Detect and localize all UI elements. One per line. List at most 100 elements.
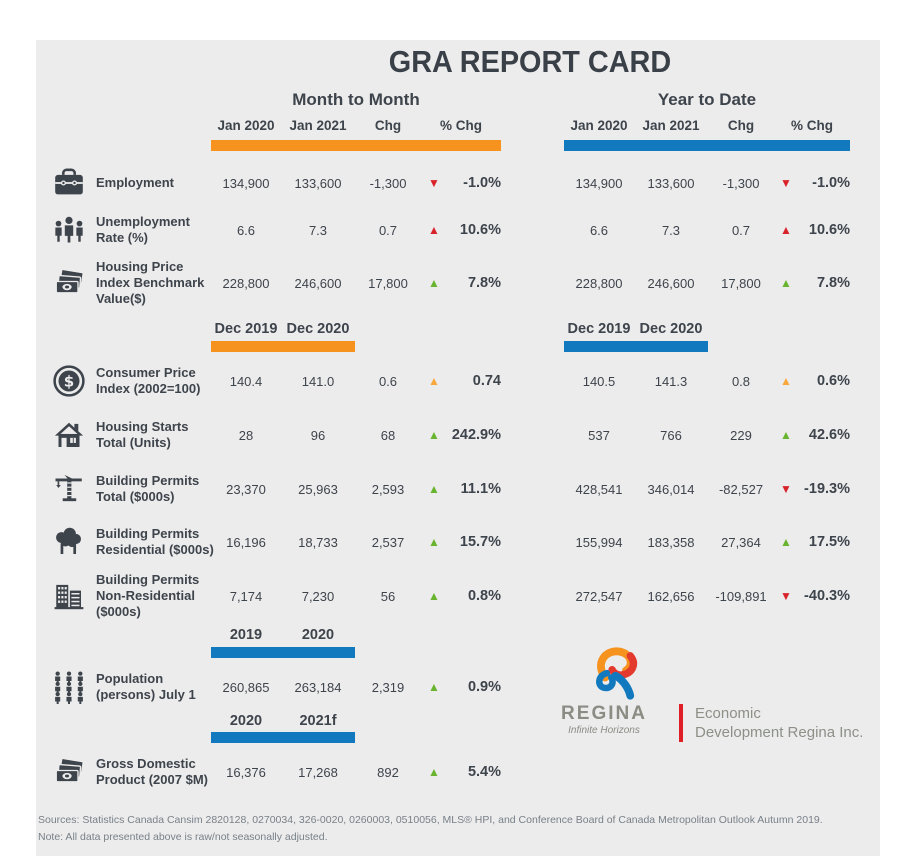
mtm-value-2: 263,184 — [294, 679, 342, 695]
mtm-change: 2,537 — [371, 534, 405, 550]
mtm-pct-change: 7.8% — [467, 275, 501, 291]
mtm-value-1: 7,174 — [229, 588, 263, 604]
row-label: Building Permits Total ($000s) — [96, 473, 200, 504]
mtm-pct-change: 0.8% — [467, 588, 501, 604]
mtm-value-2: 133,600 — [294, 175, 342, 191]
col-header: % Chg — [440, 117, 482, 133]
mtm-change: 68 — [380, 427, 396, 443]
subheader-gdp: 2020 2021f — [211, 710, 355, 732]
mtm-value-1: 16,376 — [226, 764, 266, 780]
mtm-value-1: 260,865 — [222, 679, 270, 695]
table-row: Housing Price Index Benchmark Value($) 2… — [36, 259, 880, 306]
table-row: Building Permits Non-Residential ($000s)… — [36, 568, 880, 624]
subheader-label: Dec 2019 — [214, 321, 278, 337]
banknotes-icon — [44, 265, 94, 301]
change-arrow-icon: ▲ — [428, 428, 440, 442]
change-arrow-icon: ▲ — [428, 589, 440, 603]
mtm-pct-change: 5.4% — [467, 764, 501, 780]
mtm-pct-change: 242.9% — [451, 427, 501, 443]
row-label: Housing Starts Total (Units) — [96, 419, 189, 450]
column-headers-mtm: Jan 2020 Jan 2021 Chg % Chg — [211, 115, 501, 135]
subheader-label: 2019 — [229, 627, 263, 643]
mtm-pct-change: 0.9% — [467, 679, 501, 695]
mtm-change: 892 — [377, 764, 399, 780]
ytd-pct-change: 7.8% — [816, 275, 850, 291]
group-title-year-to-date: Year to Date — [657, 90, 757, 109]
mtm-change: 2,319 — [371, 679, 405, 695]
logo-org-name: Economic Development Regina Inc. — [695, 704, 863, 742]
mtm-value-1: 16,196 — [226, 534, 266, 550]
col-header: Jan 2020 — [570, 117, 628, 133]
ytd-pct-change: -1.0% — [812, 175, 850, 191]
regina-logo: REGINA Infinite Horizons Economic Develo… — [545, 645, 875, 760]
dollar-coin-icon — [44, 363, 94, 399]
dec-bar-mtm — [211, 341, 355, 352]
dec-bar-ytd — [564, 341, 708, 352]
col-header: % Chg — [791, 117, 833, 133]
row-label: Unemployment Rate (%) — [96, 214, 190, 245]
sources-text: Sources: Statistics Canada Cansim 282012… — [38, 814, 823, 826]
house-icon — [44, 417, 94, 453]
logo-org-line2: Development Regina Inc. — [695, 724, 864, 741]
change-arrow-icon: ▼ — [780, 589, 792, 603]
mtm-change: 2,593 — [371, 481, 405, 497]
row-label: Population (persons) July 1 — [96, 671, 196, 702]
ytd-value-2: 246,600 — [647, 275, 695, 291]
change-arrow-icon: ▲ — [780, 428, 792, 442]
row-label: Employment — [96, 175, 175, 190]
crane-icon — [44, 471, 94, 507]
buildings-icon — [44, 578, 94, 614]
ytd-value-2: 346,014 — [647, 481, 695, 497]
ytd-pct-change: 0.6% — [816, 373, 850, 389]
col-header: Chg — [374, 117, 402, 133]
change-arrow-icon: ▲ — [780, 276, 792, 290]
mtm-value-1: 134,900 — [222, 175, 270, 191]
ytd-change: 27,364 — [721, 534, 761, 550]
subheader-label: 2021f — [299, 713, 337, 729]
change-arrow-icon: ▲ — [428, 765, 440, 779]
population-icon — [44, 670, 94, 704]
mtm-value-2: 141.0 — [301, 373, 335, 389]
ytd-pct-change: 42.6% — [808, 427, 850, 443]
population-bar — [211, 647, 355, 658]
subheader-dec-ytd: Dec 2019 Dec 2020 — [564, 318, 708, 340]
change-arrow-icon: ▲ — [428, 482, 440, 496]
people-icon — [44, 212, 94, 248]
page-title: GRA REPORT CARD — [388, 44, 672, 79]
mtm-header-bar — [211, 140, 501, 151]
mtm-value-1: 28 — [238, 427, 254, 443]
mtm-pct-change: 0.74 — [472, 373, 501, 389]
mtm-value-1: 140.4 — [229, 373, 263, 389]
subheader-label: 2020 — [301, 627, 335, 643]
mtm-value-2: 96 — [310, 427, 326, 443]
mtm-pct-change: 10.6% — [459, 222, 501, 238]
table-row: Consumer Price Index (2002=100) 140.4 14… — [36, 358, 880, 404]
row-label: Gross Domestic Product (2007 $M) — [96, 756, 208, 787]
row-label: Housing Price Index Benchmark Value($) — [96, 259, 205, 306]
subheader-label: Dec 2020 — [639, 321, 703, 337]
trees-icon — [44, 524, 94, 560]
ytd-value-1: 272,547 — [575, 588, 623, 604]
table-row: Population (persons) July 1 260,865 263,… — [36, 664, 880, 710]
logo-org-line1: Economic — [695, 705, 761, 722]
change-arrow-icon: ▲ — [780, 223, 792, 237]
footer-notes: Sources: Statistics Canada Cansim 282012… — [38, 812, 868, 846]
row-label: Building Permits Residential ($000s) — [96, 526, 214, 557]
ytd-value-2: 162,656 — [647, 588, 695, 604]
change-arrow-icon: ▲ — [428, 223, 440, 237]
mtm-pct-change: 15.7% — [459, 534, 501, 550]
ytd-value-1: 428,541 — [575, 481, 623, 497]
mtm-pct-change: 11.1% — [460, 481, 501, 497]
change-arrow-icon: ▲ — [428, 276, 440, 290]
ytd-change: 17,800 — [721, 275, 761, 291]
banknotes-icon — [44, 754, 94, 790]
ytd-value-1: 155,994 — [575, 534, 623, 550]
change-arrow-icon: ▼ — [428, 176, 440, 190]
change-arrow-icon: ▲ — [428, 535, 440, 549]
mtm-value-2: 7.3 — [308, 222, 328, 238]
col-header: Jan 2021 — [289, 117, 347, 133]
column-headers-ytd: Jan 2020 Jan 2021 Chg % Chg — [564, 115, 850, 135]
mtm-value-1: 6.6 — [236, 222, 256, 238]
mtm-change: 17,800 — [368, 275, 408, 291]
